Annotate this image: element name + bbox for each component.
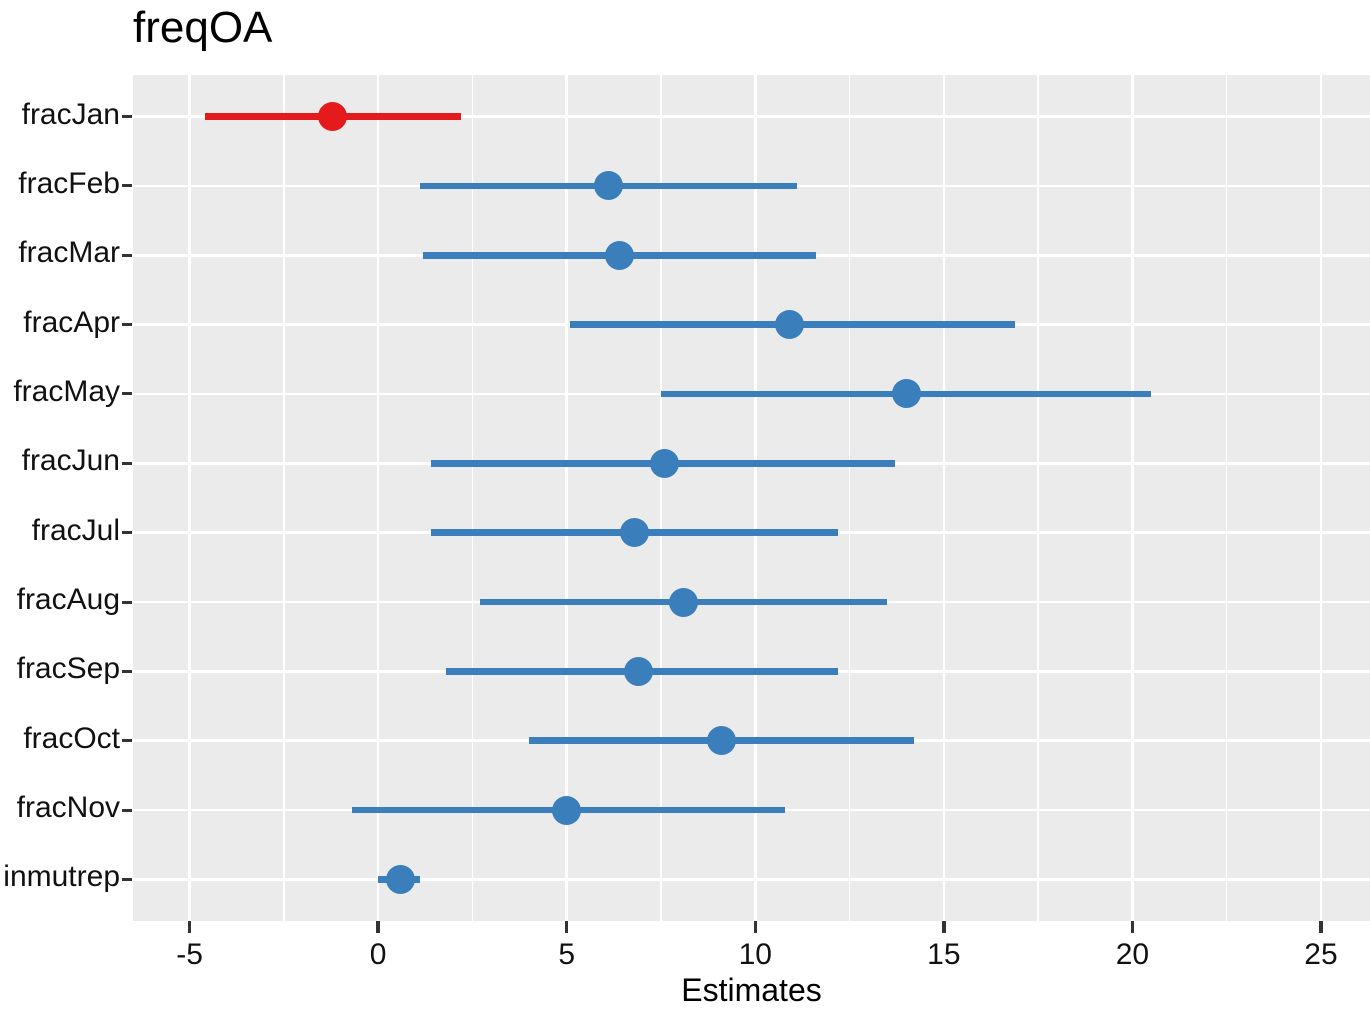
y-tick-label: fracAug [16,583,120,617]
x-tick [942,921,946,933]
y-tick-label: fracMay [13,374,120,408]
x-tick-label: 0 [369,938,387,971]
x-gridline-major [1319,75,1323,921]
x-tick [187,921,192,933]
chart-title: freqOA [133,3,273,52]
y-tick-label: inmutrep [3,860,120,894]
y-tick [122,531,132,535]
estimate-point [623,656,653,686]
y-tick [122,461,132,465]
y-tick-label: fracNov [16,791,120,825]
row-gridline [133,115,1370,118]
estimate-point [669,587,699,617]
x-tick-label: -5 [176,938,203,971]
x-gridline-minor [471,75,474,921]
x-tick [1319,921,1323,933]
row-gridline [133,878,1370,881]
x-tick-label: 10 [738,938,772,971]
y-tick-label: fracJan [21,97,120,131]
y-tick [122,115,132,119]
plot-panel [133,75,1370,921]
x-gridline-major [754,75,757,921]
x-gridline-minor [1225,75,1228,921]
x-tick [564,921,569,933]
y-tick-label: fracMar [18,236,120,270]
estimate-point [891,379,921,409]
estimate-point [386,864,416,894]
estimate-point [650,448,680,478]
x-tick [753,921,758,933]
y-tick [122,808,132,812]
y-tick-label: fracOct [23,721,120,755]
y-tick [122,184,132,188]
y-tick [122,323,132,327]
x-tick-label: 15 [927,938,961,971]
y-tick [122,600,132,604]
estimate-point [774,310,804,340]
x-tick-label: 25 [1304,938,1338,971]
y-tick [122,669,132,673]
estimate-point [593,171,623,201]
y-tick [122,253,132,257]
x-axis-title: Estimates [681,972,822,1008]
y-tick-label: fracJun [21,444,120,478]
y-tick [122,739,132,743]
y-tick [122,392,132,396]
x-tick [376,921,380,933]
estimate-point [552,795,582,825]
x-gridline-major [942,75,946,921]
y-tick-label: fracFeb [18,166,120,200]
x-gridline-major [565,75,568,921]
estimate-point [605,240,634,270]
y-tick-label: fracJul [31,513,120,547]
y-tick [122,877,132,881]
x-gridline-major [188,75,191,921]
y-tick-label: fracApr [23,305,120,339]
estimate-point [620,518,650,548]
estimate-point [318,102,348,132]
x-gridline-minor [283,75,285,921]
x-gridline-major [1131,75,1134,921]
x-gridline-minor [848,75,851,921]
x-gridline-minor [660,75,662,921]
x-tick-label: 5 [558,938,576,971]
x-tick-label: 20 [1115,938,1150,971]
x-gridline-major [376,75,380,921]
x-gridline-minor [1037,75,1039,921]
estimate-point [706,726,736,756]
x-tick [1130,921,1135,933]
y-tick-label: fracSep [16,652,120,686]
